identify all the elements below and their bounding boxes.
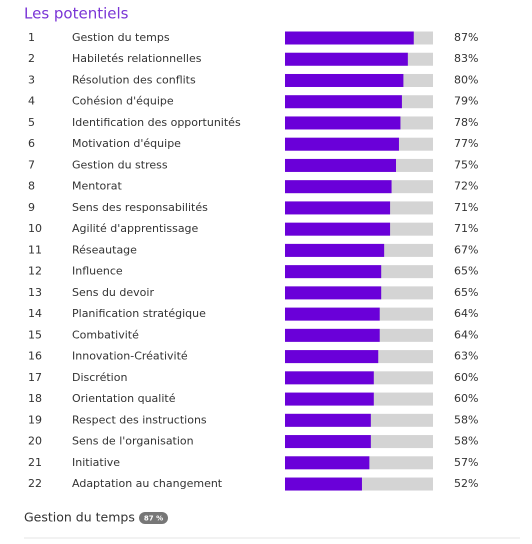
bar (285, 477, 362, 491)
value-label: 71% (454, 222, 478, 235)
rank: 10 (28, 222, 42, 235)
bar (285, 350, 379, 364)
rank: 6 (28, 137, 35, 150)
rank: 13 (28, 286, 42, 299)
bar (285, 73, 404, 87)
rank: 17 (28, 371, 42, 384)
item-name: Combativité (72, 328, 139, 341)
item-name: Gestion du temps (72, 31, 170, 44)
rank: 19 (28, 413, 42, 426)
value-label: 63% (454, 350, 478, 363)
panel-title: Les potentiels (24, 5, 129, 23)
value-label: 64% (454, 328, 478, 341)
item-name: Cohésion d'équipe (72, 95, 174, 108)
item-name: Résolution des conflits (72, 73, 196, 86)
value-label: 58% (454, 435, 478, 448)
rank: 15 (28, 328, 42, 341)
item-name: Orientation qualité (72, 392, 176, 405)
rank: 20 (28, 435, 42, 448)
item-name: Planification stratégique (72, 307, 206, 320)
badge: 87 % (144, 515, 163, 523)
rank: 2 (28, 52, 35, 65)
rank: 5 (28, 116, 35, 129)
item-name: Sens des responsabilités (72, 201, 208, 214)
rank: 18 (28, 392, 42, 405)
value-label: 64% (454, 307, 478, 320)
item-name: Sens du devoir (72, 286, 154, 299)
value-label: 75% (454, 158, 478, 171)
rank: 3 (28, 73, 35, 86)
bar (285, 180, 392, 194)
bar (285, 307, 380, 321)
item-name: Influence (72, 265, 123, 278)
value-label: 79% (454, 95, 478, 108)
bar (285, 137, 399, 151)
value-label: 52% (454, 477, 478, 490)
item-name: Initiative (72, 456, 120, 469)
item-name: Sens de l'organisation (72, 435, 194, 448)
bar (285, 201, 391, 215)
value-label: 60% (454, 392, 478, 405)
value-label: 78% (454, 116, 478, 129)
rank: 14 (28, 307, 42, 320)
badge-bg (139, 512, 168, 524)
value-label: 87% (454, 31, 478, 44)
rank: 16 (28, 350, 42, 363)
rank: 4 (28, 95, 35, 108)
bar (285, 413, 371, 427)
item-name: Réseautage (72, 243, 137, 256)
value-label: 80% (454, 73, 478, 86)
value-label: 57% (454, 456, 478, 469)
rank: 12 (28, 265, 42, 278)
bar (285, 392, 374, 406)
value-label: 71% (454, 201, 478, 214)
bar (285, 52, 408, 66)
bar (285, 456, 370, 470)
item-name: Mentorat (72, 180, 123, 193)
bar (285, 116, 401, 130)
bar (285, 286, 382, 300)
bar (285, 222, 391, 236)
value-label: 58% (454, 413, 478, 426)
value-label: 72% (454, 180, 478, 193)
rank: 11 (28, 243, 42, 256)
rank: 7 (28, 158, 35, 171)
value-label: 65% (454, 265, 478, 278)
item-name: Respect des instructions (72, 413, 207, 426)
item-name: Identification des opportunités (72, 116, 241, 129)
item-name: Discrétion (72, 371, 127, 384)
item-name: Motivation d'équipe (72, 137, 181, 150)
value-label: 65% (454, 286, 478, 299)
value-label: 60% (454, 371, 478, 384)
bar (285, 435, 371, 449)
rank: 9 (28, 201, 35, 214)
bar (285, 158, 396, 172)
item-name: Agilité d'apprentissage (72, 222, 199, 235)
item-name: Habiletés relationnelles (72, 52, 202, 65)
value-label: 77% (454, 137, 478, 150)
value-label: 67% (454, 243, 478, 256)
rank: 21 (28, 456, 42, 469)
rank: 22 (28, 477, 42, 490)
bar (285, 371, 374, 385)
item-name: Gestion du stress (72, 158, 168, 171)
item-name: Adaptation au changement (72, 477, 223, 490)
item-name: Innovation-Créativité (72, 350, 188, 363)
bar (285, 328, 380, 342)
rank: 1 (28, 31, 35, 44)
selected-label: Gestion du temps (24, 510, 135, 525)
rank: 8 (28, 180, 35, 193)
bar (285, 265, 382, 279)
bar (285, 31, 414, 45)
value-label: 83% (454, 52, 478, 65)
bar (285, 95, 402, 109)
bar (285, 243, 385, 257)
